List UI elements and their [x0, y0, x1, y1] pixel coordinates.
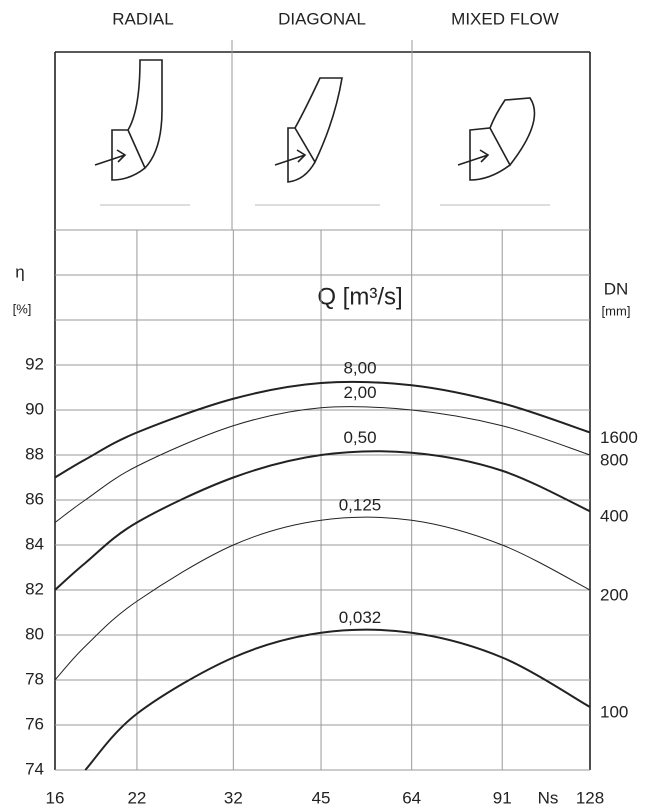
- x-tick-label: 45: [312, 788, 331, 807]
- y-axis-unit: [%]: [13, 301, 32, 316]
- dn-label: 100: [600, 702, 628, 721]
- y2-axis-unit: [mm]: [602, 303, 631, 318]
- x-tick-label: 32: [224, 788, 243, 807]
- y-tick-label: 90: [25, 399, 44, 418]
- x-tick-label: 16: [46, 788, 65, 807]
- layout-frame: [54, 40, 591, 770]
- y-tick-label: 92: [25, 354, 44, 373]
- dn-label: 400: [600, 507, 628, 526]
- series-label: 0,125: [339, 496, 382, 515]
- y-tick-label: 88: [25, 444, 44, 463]
- y-tick-label: 76: [25, 714, 44, 733]
- series-label: 2,00: [343, 383, 376, 402]
- series-line: [54, 380, 591, 479]
- header: MIXED FLOW: [451, 9, 559, 28]
- x-tick-label: 64: [402, 788, 421, 807]
- y2-axis-label: DN: [604, 279, 629, 298]
- header: DIAGONAL: [278, 9, 366, 28]
- series-label: 8,00: [343, 358, 376, 377]
- header: RADIAL: [112, 9, 173, 28]
- dn-label: 200: [600, 585, 628, 604]
- x-tick-label: 22: [127, 788, 146, 807]
- x-tick-label: 91: [493, 788, 512, 807]
- y-axis-label: η: [15, 262, 24, 281]
- series-title: Q [m³/s]: [317, 283, 402, 310]
- series-label: 0,50: [343, 428, 376, 447]
- x-tick-label: 128: [576, 788, 604, 807]
- y-tick-label: 86: [25, 489, 44, 508]
- series-label: 0,032: [339, 608, 382, 627]
- y-tick-label: 74: [25, 759, 44, 778]
- impeller-sketches: [94, 59, 550, 206]
- series-line: [54, 450, 591, 591]
- series-line: [54, 516, 591, 681]
- y-tick-label: 84: [25, 534, 44, 553]
- y-tick-label: 78: [25, 669, 44, 688]
- dn-label: 800: [600, 450, 628, 469]
- series-line: [54, 406, 591, 523]
- y-tick-label: 82: [25, 579, 44, 598]
- series-line: [84, 628, 591, 771]
- y-tick-label: 80: [25, 624, 44, 643]
- dn-label: 1600: [600, 428, 638, 447]
- x-axis-label: Ns: [538, 788, 559, 807]
